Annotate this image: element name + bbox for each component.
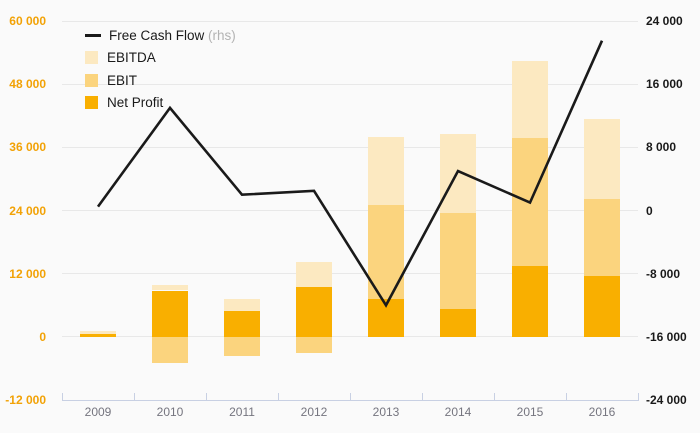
left-axis-tick-label: 24 000 (9, 203, 46, 218)
legend-item-ebitda: EBITDA (85, 50, 156, 66)
bar-segment-ebitda-2010 (152, 285, 188, 291)
bar-segment-net-profit-2013 (368, 298, 404, 337)
gridline (62, 20, 638, 22)
x-axis-tick (494, 393, 495, 400)
x-axis-year-label: 2015 (516, 405, 544, 419)
legend-color-swatch (85, 96, 98, 109)
x-axis-year-label: 2016 (588, 405, 616, 419)
legend-label: Net Profit (107, 95, 164, 110)
legend-item-ebit: EBIT (85, 72, 137, 88)
bar-segment-net-profit-2016 (584, 275, 620, 337)
bar-segment-ebitda-2012 (296, 261, 332, 287)
bar-segment-net-profit-2011 (224, 310, 260, 337)
legend-item-free-cash-flow: Free Cash Flow (rhs) (85, 27, 236, 43)
bar-segment-net-profit-2015 (512, 265, 548, 337)
bar-segment-ebitda-2015 (512, 61, 548, 139)
legend-item-net-profit: Net Profit (85, 95, 163, 111)
bar-segment-ebit-2011 (224, 336, 260, 357)
bar-segment-ebitda-2011 (224, 299, 260, 311)
bar-segment-ebitda-2014 (440, 134, 476, 214)
bar-segment-net-profit-2014 (440, 308, 476, 337)
legend-color-swatch (85, 73, 98, 87)
x-axis-year-label: 2013 (372, 405, 400, 419)
bar-segment-net-profit-2010 (152, 290, 188, 337)
right-axis-tick-label: 24 000 (646, 14, 683, 28)
gridline (62, 210, 638, 211)
left-axis-tick-label: 48 000 (9, 77, 46, 92)
gridline (62, 273, 638, 275)
legend-label-suffix: (rhs) (204, 27, 236, 43)
gridline (62, 146, 638, 148)
left-axis-tick-label: 36 000 (9, 140, 46, 155)
right-axis-tick-label: -8 000 (646, 266, 681, 281)
bar-segment-net-profit-2009 (80, 334, 116, 337)
bar-segment-ebit-2014 (440, 213, 476, 309)
bar-segment-ebitda-2016 (584, 119, 620, 200)
legend-label: EBITDA (107, 50, 156, 65)
x-axis-year-label: 2012 (300, 405, 328, 419)
left-axis-tick-label: -12 000 (5, 393, 46, 407)
x-axis-tick (350, 393, 351, 400)
left-axis-tick-label: 60 000 (9, 14, 46, 28)
x-axis-year-label: 2010 (156, 405, 184, 419)
left-axis-tick-label: 0 (39, 329, 46, 344)
legend-line-swatch (85, 33, 101, 37)
x-axis-tick (638, 393, 639, 400)
right-axis-tick-label: 8 000 (646, 140, 677, 155)
left-axis-tick-label: 12 000 (9, 266, 46, 281)
bar-segment-ebit-2013 (368, 205, 404, 299)
bar-segment-ebit-2012 (296, 336, 332, 353)
bar-segment-ebit-2016 (584, 199, 620, 276)
x-axis-tick (206, 393, 207, 400)
legend-label: EBIT (107, 72, 138, 88)
right-axis-tick-label: 16 000 (646, 77, 683, 92)
x-axis-year-label: 2011 (229, 405, 255, 419)
gridline (62, 83, 638, 85)
x-axis-line (62, 400, 639, 401)
bar-segment-net-profit-2012 (296, 286, 332, 337)
right-axis-tick-label: -24 000 (646, 393, 687, 407)
x-axis-tick (278, 393, 279, 400)
legend-color-swatch (85, 51, 98, 64)
x-axis-year-label: 2009 (84, 405, 112, 419)
x-axis-tick (422, 393, 423, 400)
x-axis-tick (566, 393, 567, 400)
right-axis-tick-label: -16 000 (646, 329, 687, 344)
x-axis-tick (62, 393, 63, 400)
bar-segment-ebitda-2013 (368, 136, 404, 206)
bar-segment-ebit-2015 (512, 138, 548, 266)
legend-label: Free Cash Flow (109, 27, 205, 43)
bar-segment-ebit-2010 (152, 336, 188, 364)
gridline (62, 336, 638, 338)
x-axis-year-label: 2014 (444, 405, 472, 419)
right-axis-tick-label: 0 (646, 203, 653, 218)
x-axis-tick (134, 393, 135, 400)
bar-segment-ebitda-2009 (80, 331, 116, 335)
